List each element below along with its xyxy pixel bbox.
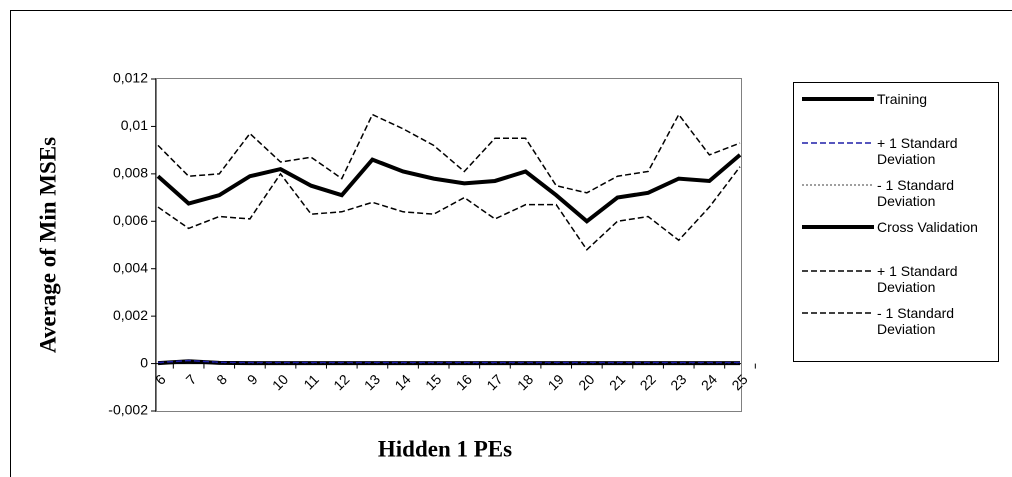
x-tick-label: 7 xyxy=(183,371,200,388)
x-tick-label: 20 xyxy=(575,371,597,393)
y-tick-label: 0 xyxy=(140,354,148,370)
x-tick-label: 13 xyxy=(361,371,383,393)
x-tick-label: 19 xyxy=(545,371,567,393)
legend-label: + 1 Standard Deviation xyxy=(877,263,958,295)
series-line xyxy=(157,166,741,251)
x-tick-label: 16 xyxy=(453,371,475,393)
y-axis-title: Average of Min MSEs xyxy=(35,137,60,353)
chart-border xyxy=(10,10,1012,477)
legend-label: - 1 Standard Deviation xyxy=(877,177,955,209)
y-tick-label: 0,012 xyxy=(113,70,148,86)
x-tick-label: 25 xyxy=(728,371,750,393)
x-tick-label: 22 xyxy=(637,371,659,393)
x-axis-title: Hidden 1 PEs xyxy=(378,436,512,461)
x-tick-label: 14 xyxy=(391,371,413,393)
y-tick-label: 0,01 xyxy=(121,117,148,133)
x-tick-label: 6 xyxy=(152,371,169,388)
x-tick-label: 21 xyxy=(606,371,628,393)
y-tick-label: -0,002 xyxy=(108,402,148,418)
legend-keys xyxy=(802,97,874,314)
legend-label: Cross Validation xyxy=(877,219,978,235)
x-tick-label: 24 xyxy=(698,371,720,393)
x-tick-label: 8 xyxy=(213,371,230,388)
x-tick-label: 18 xyxy=(514,371,536,393)
series-line xyxy=(156,153,742,224)
x-tick-label: 17 xyxy=(483,371,505,393)
x-tick-label: 11 xyxy=(300,371,322,393)
y-tick-label: 0,002 xyxy=(113,307,148,323)
series-line xyxy=(157,361,740,364)
x-tick-label: 15 xyxy=(422,371,444,393)
legend-label: + 1 Standard Deviation xyxy=(877,135,958,167)
x-tick-label: 9 xyxy=(244,371,261,388)
series-line xyxy=(157,359,740,364)
y-tick-label: 0,004 xyxy=(113,259,148,275)
x-tick-label: 12 xyxy=(330,371,352,393)
legend-label: Training xyxy=(877,91,928,107)
series-line xyxy=(157,113,741,194)
x-tick-label: 10 xyxy=(269,371,291,393)
x-tick-label: 23 xyxy=(667,371,689,393)
y-tick-label: 0,008 xyxy=(113,165,148,181)
legend: Training + 1 Standard Deviation - 1 Standa… xyxy=(793,82,999,362)
legend-label: - 1 Standard Deviation xyxy=(877,305,955,337)
y-tick-label: 0,006 xyxy=(113,212,148,228)
